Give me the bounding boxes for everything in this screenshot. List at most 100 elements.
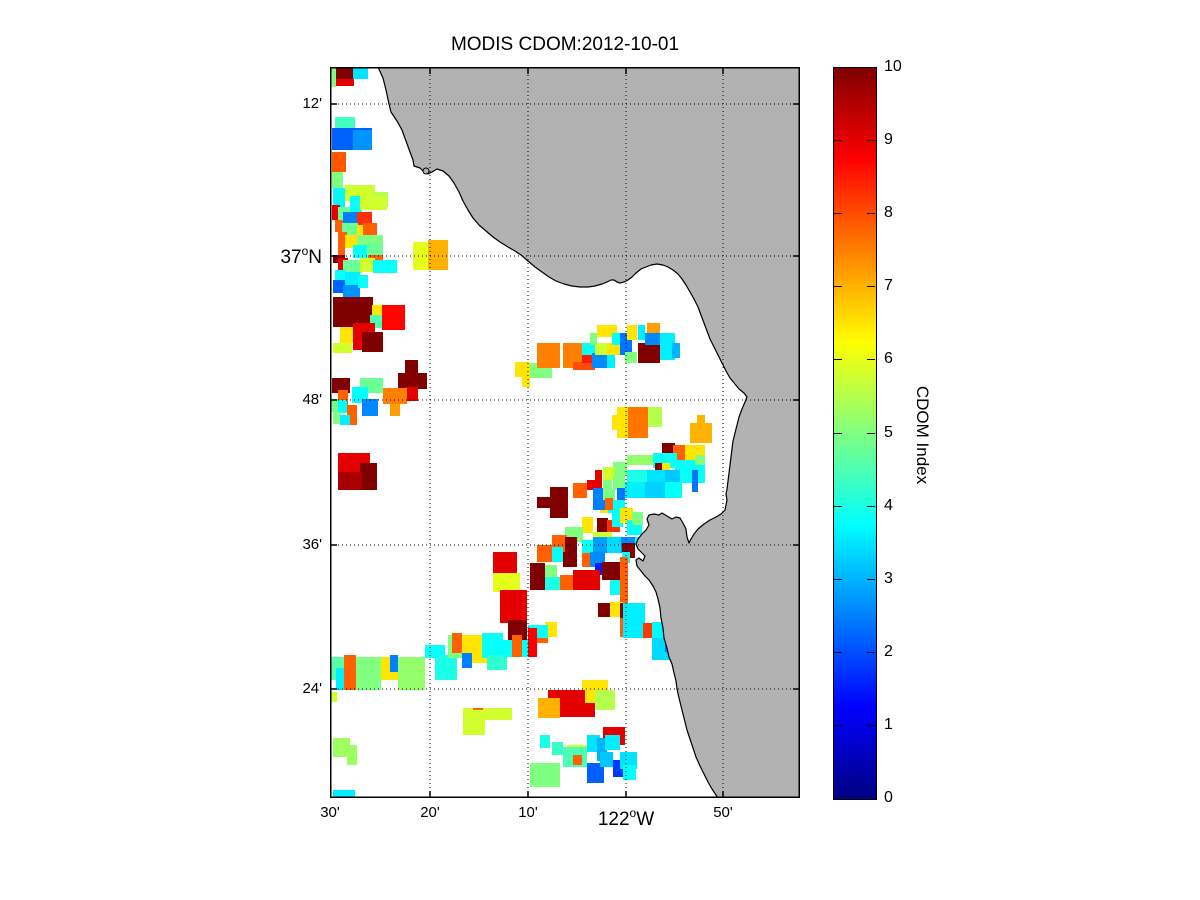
cdom-cell xyxy=(623,603,645,623)
cdom-cell xyxy=(340,327,355,343)
cdom-cell xyxy=(672,343,680,358)
cdom-cell xyxy=(645,333,660,345)
x-tick-label: 30' xyxy=(320,804,340,821)
cdom-cell xyxy=(338,243,345,255)
colorbar-tick-label: 6 xyxy=(884,350,893,367)
cdom-cell xyxy=(360,196,387,210)
colorbar-tick-label: 8 xyxy=(884,204,893,221)
cdom-cell xyxy=(638,325,645,340)
cdom-cell xyxy=(560,575,573,590)
cdom-cell xyxy=(617,488,625,502)
cdom-cell xyxy=(638,343,660,363)
cdom-cell xyxy=(344,655,356,690)
cdom-cell xyxy=(605,735,620,750)
cdom-cell xyxy=(343,260,362,273)
cdom-cell xyxy=(695,455,705,465)
cdom-cell xyxy=(612,512,623,527)
colorbar-tick-label: 9 xyxy=(884,131,893,148)
colorbar-tick-label: 4 xyxy=(884,497,893,514)
cdom-cell xyxy=(607,355,615,368)
cdom-cell xyxy=(540,735,550,748)
cdom-cell xyxy=(340,415,350,425)
cdom-cell xyxy=(332,152,346,172)
y-tick-label: 48' xyxy=(302,391,322,408)
cdom-cell xyxy=(655,463,662,472)
cdom-cell xyxy=(350,196,362,216)
cdom-cell xyxy=(665,470,680,483)
cdom-cell xyxy=(360,258,375,272)
cdom-cell xyxy=(617,407,628,438)
y-tick-label: 36' xyxy=(302,536,322,553)
colorbar-tick-mark xyxy=(867,286,875,287)
cdom-cell xyxy=(573,362,595,370)
cdom-cell xyxy=(336,67,353,79)
cdom-cell xyxy=(648,407,662,427)
colorbar-tick-label: 2 xyxy=(884,643,893,660)
cdom-cell xyxy=(537,343,560,368)
cdom-cell xyxy=(333,343,352,353)
cdom-cell xyxy=(515,362,530,377)
colorbar-tick-mark xyxy=(834,213,842,214)
cdom-cell xyxy=(692,470,698,492)
cdom-cell xyxy=(335,220,343,232)
cdom-cell xyxy=(573,570,600,590)
x-tick-label: 20' xyxy=(420,804,440,821)
cdom-cell xyxy=(390,655,398,672)
colorbar-tick-mark xyxy=(834,140,842,141)
colorbar-tick-mark xyxy=(834,359,842,360)
cdom-cell xyxy=(537,545,552,562)
cdom-cell xyxy=(623,622,643,638)
cdom-cell xyxy=(353,67,368,79)
cdom-cell xyxy=(620,557,628,637)
cdom-cell xyxy=(645,482,665,498)
cdom-cell xyxy=(660,333,675,360)
map-plot xyxy=(330,67,800,798)
cdom-cell xyxy=(435,655,457,680)
cdom-cell xyxy=(463,710,485,735)
cdom-cell xyxy=(347,405,357,425)
colorbar-tick-mark xyxy=(834,579,842,580)
cdom-cell xyxy=(333,297,373,327)
cdom-cell xyxy=(565,537,577,552)
cdom-cell xyxy=(620,752,637,769)
cdom-cell xyxy=(382,305,405,330)
cdom-cell xyxy=(625,482,645,498)
y-tick-label: 37oN xyxy=(280,244,322,268)
cdom-cell xyxy=(613,475,625,490)
cdom-cell xyxy=(603,480,612,500)
cdom-cell xyxy=(595,343,607,355)
colorbar-tick-mark xyxy=(834,725,842,726)
cdom-cell xyxy=(362,332,383,352)
cdom-cell xyxy=(592,353,607,368)
cdom-cell xyxy=(605,498,613,510)
y-tick-label: 12' xyxy=(302,95,322,112)
cdom-cell xyxy=(597,518,608,533)
colorbar-tick-mark xyxy=(834,652,842,653)
cdom-cell xyxy=(662,463,670,473)
colorbar-tick-mark xyxy=(834,286,842,287)
cdom-cell xyxy=(332,172,343,188)
plot-frame xyxy=(330,67,800,798)
cdom-cell xyxy=(530,763,560,787)
cdom-cell xyxy=(595,470,602,492)
cdom-cell xyxy=(390,404,400,416)
cdom-cell xyxy=(587,735,600,752)
chart-title: MODIS CDOM:2012-10-01 xyxy=(450,34,680,55)
cdom-cell xyxy=(582,343,595,355)
cdom-cell xyxy=(428,240,448,270)
cdom-cell xyxy=(345,272,360,287)
cdom-cell xyxy=(487,655,507,670)
cdom-cell xyxy=(587,480,598,490)
cdom-cell xyxy=(613,760,623,777)
cdom-cell xyxy=(585,688,598,703)
cdom-cell xyxy=(367,243,383,258)
cdom-cell xyxy=(362,399,378,416)
cdom-cell xyxy=(405,360,418,374)
cdom-cell xyxy=(383,388,407,404)
cdom-cell xyxy=(625,352,637,363)
cdom-cell xyxy=(482,633,503,658)
cdom-cell xyxy=(358,275,368,288)
colorbar-tick-mark xyxy=(867,506,875,507)
cdom-cell xyxy=(356,657,381,690)
